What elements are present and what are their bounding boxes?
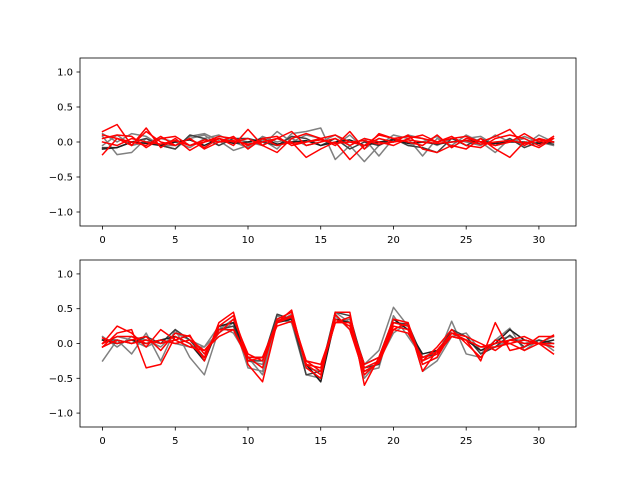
x-tick-label: 30 (533, 436, 546, 447)
x-tick-label: 25 (460, 436, 473, 447)
y-tick-label: −0.5 (49, 374, 73, 385)
y-tick-label: −1.0 (49, 409, 73, 420)
x-tick-label: 30 (533, 235, 546, 246)
y-tick-label: −0.5 (49, 173, 73, 184)
series-group (101, 306, 555, 386)
x-tick-label: 5 (172, 235, 178, 246)
y-tick-label: −1.0 (49, 208, 73, 219)
y-tick-label: 0.5 (57, 304, 73, 315)
series-line-9 (101, 130, 555, 149)
x-tick-label: 20 (387, 436, 400, 447)
bottom-subplot: 0 5 10 15 20 25 30 −1.0 −0.5 0.0 0.5 1.0 (49, 259, 577, 447)
y-tick-label: 0.5 (57, 103, 73, 114)
series-line-8 (101, 134, 555, 149)
x-tick-label: 25 (460, 235, 473, 246)
series-line-10 (101, 137, 555, 147)
y-tick-label: 0.0 (57, 138, 73, 149)
y-tick-label: 1.0 (57, 269, 73, 280)
x-tick-label: 15 (314, 436, 327, 447)
top-subplot: 0 5 10 15 20 25 30 −1.0 −0.5 0.0 0.5 1.0 (49, 57, 577, 246)
series-line-10 (101, 320, 555, 366)
x-tick-label: 15 (314, 235, 327, 246)
x-tick-label: 0 (99, 436, 105, 447)
x-tick-label: 10 (242, 235, 255, 246)
x-tick-label: 10 (242, 436, 255, 447)
series-group (101, 123, 555, 163)
x-tick-label: 20 (387, 235, 400, 246)
x-tick-label: 0 (99, 235, 105, 246)
series-line-8 (101, 314, 555, 373)
y-tick-label: 1.0 (57, 68, 73, 79)
series-line-3 (101, 134, 555, 157)
x-tick-label: 5 (172, 436, 178, 447)
y-tick-label: 0.0 (57, 339, 73, 350)
